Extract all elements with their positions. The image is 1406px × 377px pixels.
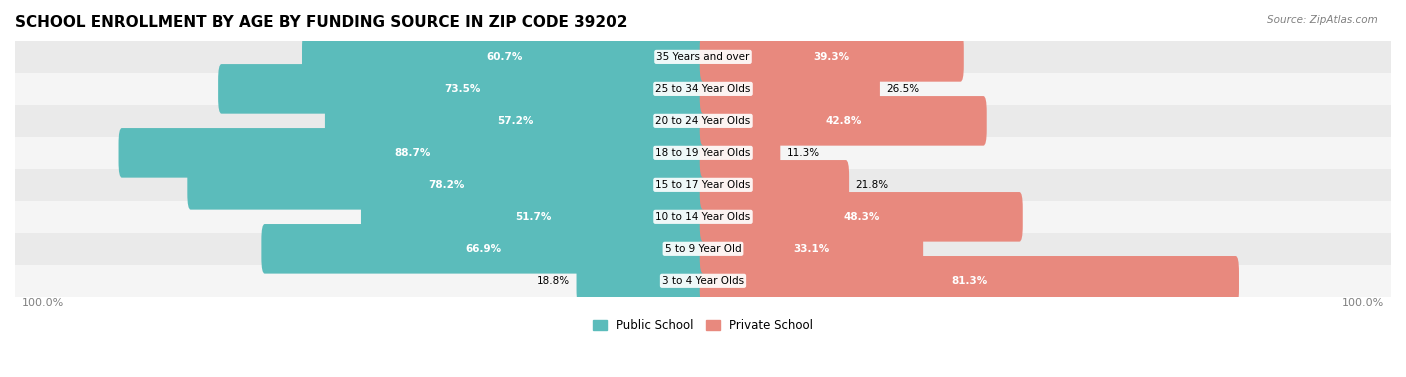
FancyBboxPatch shape: [700, 32, 963, 82]
Text: 21.8%: 21.8%: [856, 180, 889, 190]
FancyBboxPatch shape: [700, 64, 880, 113]
Text: 100.0%: 100.0%: [21, 299, 63, 308]
Bar: [15, 137, 1391, 169]
FancyBboxPatch shape: [700, 160, 849, 210]
Text: 57.2%: 57.2%: [498, 116, 534, 126]
Text: 3 to 4 Year Olds: 3 to 4 Year Olds: [662, 276, 744, 286]
Text: 15 to 17 Year Olds: 15 to 17 Year Olds: [655, 180, 751, 190]
Text: 20 to 24 Year Olds: 20 to 24 Year Olds: [655, 116, 751, 126]
FancyBboxPatch shape: [700, 192, 1022, 242]
FancyBboxPatch shape: [700, 256, 1239, 306]
Bar: [15, 233, 1391, 265]
Text: 88.7%: 88.7%: [394, 148, 430, 158]
Text: 18.8%: 18.8%: [537, 276, 569, 286]
Text: 66.9%: 66.9%: [465, 244, 502, 254]
Bar: [15, 41, 1391, 73]
Text: 18 to 19 Year Olds: 18 to 19 Year Olds: [655, 148, 751, 158]
Text: 10 to 14 Year Olds: 10 to 14 Year Olds: [655, 212, 751, 222]
Text: 51.7%: 51.7%: [516, 212, 551, 222]
FancyBboxPatch shape: [218, 64, 706, 113]
Text: 100.0%: 100.0%: [1343, 299, 1385, 308]
Text: 39.3%: 39.3%: [814, 52, 849, 62]
Bar: [15, 265, 1391, 297]
Text: Source: ZipAtlas.com: Source: ZipAtlas.com: [1267, 15, 1378, 25]
Bar: [15, 169, 1391, 201]
FancyBboxPatch shape: [187, 160, 706, 210]
Text: 42.8%: 42.8%: [825, 116, 862, 126]
Text: 73.5%: 73.5%: [444, 84, 481, 94]
FancyBboxPatch shape: [700, 224, 924, 274]
Text: 60.7%: 60.7%: [486, 52, 522, 62]
Text: 81.3%: 81.3%: [952, 276, 987, 286]
Text: 26.5%: 26.5%: [886, 84, 920, 94]
Text: 78.2%: 78.2%: [429, 180, 465, 190]
Bar: [15, 201, 1391, 233]
FancyBboxPatch shape: [325, 96, 706, 146]
Text: SCHOOL ENROLLMENT BY AGE BY FUNDING SOURCE IN ZIP CODE 39202: SCHOOL ENROLLMENT BY AGE BY FUNDING SOUR…: [15, 15, 627, 30]
Text: 33.1%: 33.1%: [793, 244, 830, 254]
FancyBboxPatch shape: [118, 128, 706, 178]
Bar: [15, 105, 1391, 137]
FancyBboxPatch shape: [361, 192, 706, 242]
Text: 25 to 34 Year Olds: 25 to 34 Year Olds: [655, 84, 751, 94]
Legend: Public School, Private School: Public School, Private School: [588, 314, 818, 337]
Text: 5 to 9 Year Old: 5 to 9 Year Old: [665, 244, 741, 254]
FancyBboxPatch shape: [700, 96, 987, 146]
FancyBboxPatch shape: [302, 32, 706, 82]
Text: 35 Years and over: 35 Years and over: [657, 52, 749, 62]
Text: 11.3%: 11.3%: [787, 148, 820, 158]
FancyBboxPatch shape: [576, 256, 706, 306]
FancyBboxPatch shape: [700, 128, 780, 178]
Bar: [15, 73, 1391, 105]
FancyBboxPatch shape: [262, 224, 706, 274]
Text: 48.3%: 48.3%: [844, 212, 879, 222]
